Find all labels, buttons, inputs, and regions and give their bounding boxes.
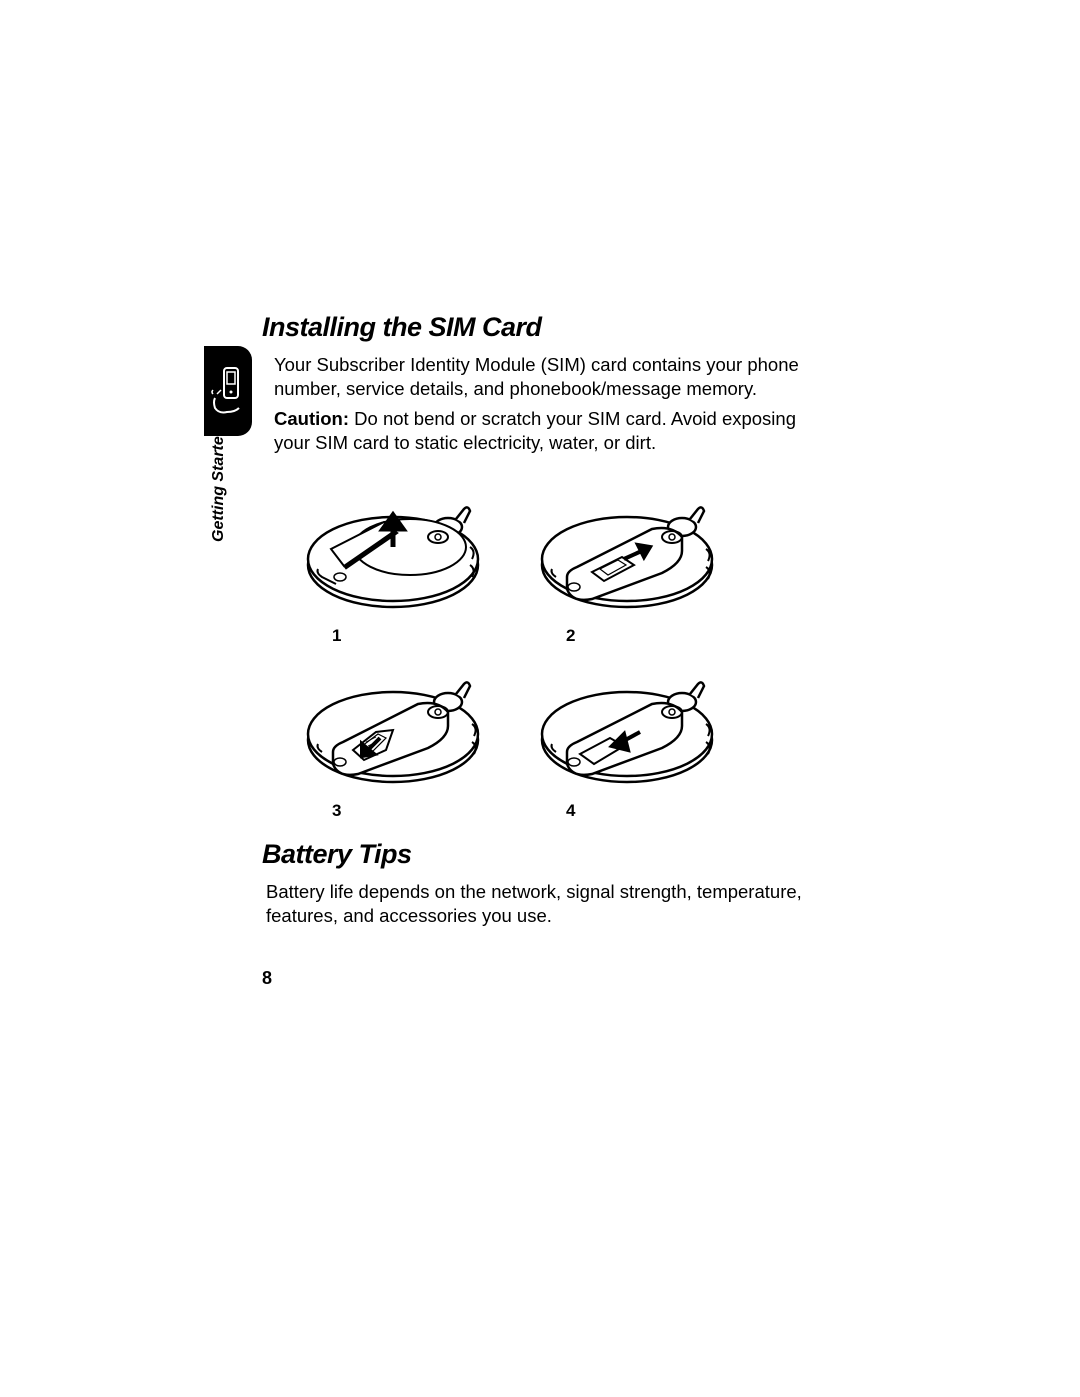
step-label-3: 3 bbox=[332, 801, 341, 821]
diagram-step-3: 3 bbox=[298, 652, 514, 821]
sim-install-diagram-grid: 1 2 bbox=[298, 477, 748, 821]
caution-paragraph: Caution: Do not bend or scratch your SIM… bbox=[274, 407, 822, 455]
page-number: 8 bbox=[262, 968, 272, 989]
diagram-step-1: 1 bbox=[298, 477, 514, 646]
battery-tips-paragraph: Battery life depends on the network, sig… bbox=[266, 880, 822, 928]
step-label-4: 4 bbox=[566, 801, 575, 821]
caution-body: Do not bend or scratch your SIM card. Av… bbox=[274, 408, 796, 453]
phone-in-hand-icon bbox=[211, 364, 245, 418]
phone-diagram-2 bbox=[532, 477, 732, 622]
diagram-step-2: 2 bbox=[532, 477, 748, 646]
heading-installing-sim: Installing the SIM Card bbox=[262, 312, 822, 343]
phone-diagram-3 bbox=[298, 652, 498, 797]
caution-label: Caution: bbox=[274, 408, 349, 429]
phone-diagram-1 bbox=[298, 477, 498, 622]
section-icon-tab bbox=[204, 346, 252, 436]
intro-paragraph: Your Subscriber Identity Module (SIM) ca… bbox=[274, 353, 822, 401]
phone-diagram-4 bbox=[532, 652, 732, 797]
diagram-step-4: 4 bbox=[532, 652, 748, 821]
heading-battery-tips: Battery Tips bbox=[262, 839, 822, 870]
step-label-1: 1 bbox=[332, 626, 341, 646]
step-label-2: 2 bbox=[566, 626, 575, 646]
intro-block: Your Subscriber Identity Module (SIM) ca… bbox=[262, 353, 822, 401]
sidebar-section-label: Getting Started bbox=[210, 426, 228, 542]
manual-page: Getting Started Installing the SIM Card … bbox=[262, 312, 822, 928]
